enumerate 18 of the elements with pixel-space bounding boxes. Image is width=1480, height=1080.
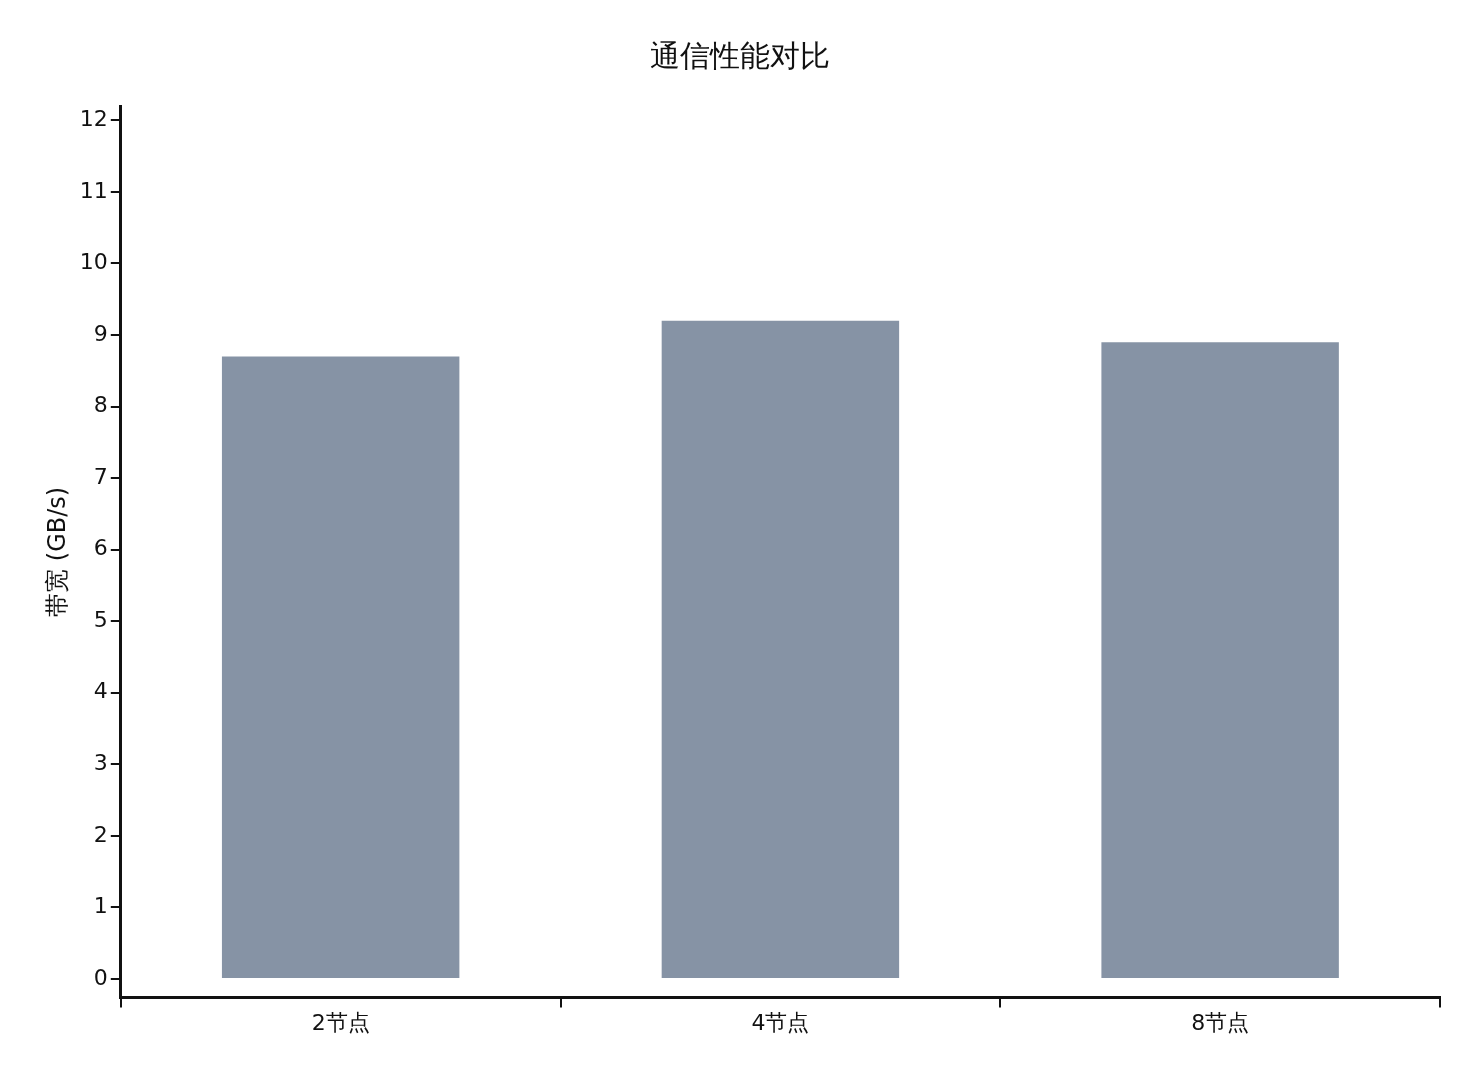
y-tick-label: 10 [79, 249, 108, 275]
x-tick-label: 2节点 [311, 1009, 370, 1035]
y-tick-label: 8 [93, 392, 108, 418]
y-axis-title: 带宽 (GB/s) [42, 486, 71, 617]
y-tick-label: 9 [93, 320, 108, 346]
chart-title: 通信性能对比 [650, 37, 830, 73]
y-tick-label: 6 [93, 535, 108, 561]
x-tick-label: 8节点 [1191, 1009, 1250, 1035]
y-tick-label: 11 [79, 177, 108, 203]
y-tick-label: 1 [93, 893, 108, 919]
y-tick-label: 0 [93, 964, 108, 990]
y-tick-label: 7 [93, 463, 108, 489]
x-tick-label: 4节点 [751, 1009, 810, 1035]
y-tick-label: 3 [93, 750, 108, 776]
y-tick-label: 4 [93, 678, 108, 704]
y-tick-label: 2 [93, 821, 108, 847]
y-tick-label: 5 [93, 606, 108, 632]
y-tick-label: 12 [79, 106, 108, 132]
